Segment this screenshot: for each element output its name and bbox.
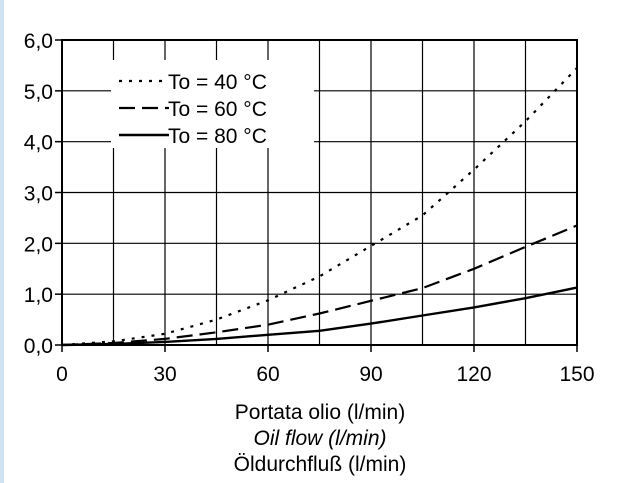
x-tick-label: 90 <box>359 363 382 386</box>
legend: To = 40 °C To = 60 °C To = 80 °C <box>111 60 314 148</box>
y-tick-label: 6,0 <box>24 30 53 53</box>
left-edge-strip <box>0 0 4 483</box>
y-tick-label: 4,0 <box>24 132 53 155</box>
x-axis-label-italian: Portata olio (l/min) <box>234 401 406 424</box>
x-tick-label: 60 <box>256 363 279 386</box>
y-tick-label: 5,0 <box>24 81 53 104</box>
series-line-2 <box>61 286 578 347</box>
x-tick-label: 120 <box>456 363 491 386</box>
x-axis-label-english: Oil flow (l/min) <box>253 427 387 450</box>
x-tick-label: 0 <box>56 363 68 386</box>
y-tick-label: 1,0 <box>24 284 53 307</box>
x-axis-label-german: Öldurchfluß (l/min) <box>233 453 407 476</box>
tick-labels: 0,0 1,0 2,0 3,0 4,0 5,0 6,0 0 30 60 90 120 150 <box>24 30 595 386</box>
series-line-1 <box>61 224 578 347</box>
y-tick-label: 3,0 <box>24 183 53 206</box>
series-lines <box>61 67 578 347</box>
legend-label-1: To = 60 °C <box>168 98 267 121</box>
y-tick-label: 0,0 <box>24 335 53 358</box>
legend-box <box>111 60 314 148</box>
x-tick-label: 150 <box>559 363 594 386</box>
y-tick-label: 2,0 <box>24 233 53 256</box>
flow-chart: To = 40 °C To = 60 °C To = 80 °C 0,0 1,0 2,0… <box>24 30 595 386</box>
x-tick-label: 30 <box>153 363 176 386</box>
series-line-0 <box>61 67 578 347</box>
legend-label-2: To = 80 °C <box>168 125 267 148</box>
legend-label-0: To = 40 °C <box>168 71 267 94</box>
